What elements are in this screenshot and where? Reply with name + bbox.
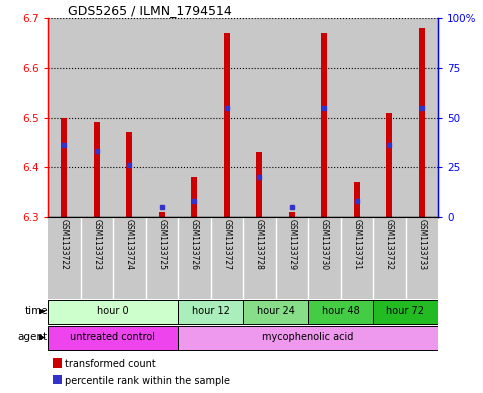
Bar [308, 300, 373, 324]
Bar [341, 18, 373, 217]
Bar [81, 217, 113, 299]
Bar [113, 18, 145, 217]
Bar [178, 18, 211, 217]
Text: GSM1133730: GSM1133730 [320, 219, 329, 271]
Bar [243, 217, 275, 299]
Bar [406, 217, 438, 299]
Bar [178, 326, 438, 350]
Bar [275, 18, 308, 217]
Text: GSM1133724: GSM1133724 [125, 219, 134, 270]
Bar [243, 18, 275, 217]
Bar [113, 217, 145, 299]
Bar [145, 18, 178, 217]
Bar [308, 217, 341, 299]
Bar [256, 152, 262, 217]
Bar [373, 217, 406, 299]
Bar [81, 18, 113, 217]
Text: GSM1133726: GSM1133726 [190, 219, 199, 270]
Text: hour 24: hour 24 [256, 307, 295, 316]
Text: GSM1133727: GSM1133727 [222, 219, 231, 270]
Text: mycophenolic acid: mycophenolic acid [262, 332, 354, 342]
Bar [354, 182, 360, 217]
Bar [127, 132, 132, 217]
Text: GDS5265 / ILMN_1794514: GDS5265 / ILMN_1794514 [68, 4, 231, 17]
Bar [211, 217, 243, 299]
Text: GSM1133722: GSM1133722 [60, 219, 69, 270]
Bar [48, 18, 81, 217]
Bar [321, 33, 327, 217]
Text: hour 72: hour 72 [386, 307, 425, 316]
Bar [211, 18, 243, 217]
Bar [275, 217, 308, 299]
Bar [61, 118, 67, 217]
Bar [308, 18, 341, 217]
Text: agent: agent [18, 332, 48, 342]
Bar [48, 300, 178, 324]
Text: time: time [24, 307, 48, 316]
Text: hour 12: hour 12 [192, 307, 229, 316]
Bar [191, 177, 197, 217]
Bar [159, 212, 165, 217]
Bar [48, 217, 81, 299]
Bar [386, 112, 392, 217]
Text: GSM1133725: GSM1133725 [157, 219, 166, 270]
Text: GSM1133729: GSM1133729 [287, 219, 296, 270]
Bar [341, 217, 373, 299]
Bar [48, 326, 178, 350]
Bar [243, 300, 308, 324]
Bar [373, 300, 438, 324]
Bar [419, 28, 425, 217]
Text: untreated control: untreated control [71, 332, 156, 342]
Bar [406, 18, 438, 217]
Bar [289, 212, 295, 217]
Text: GSM1133731: GSM1133731 [352, 219, 361, 270]
Text: transformed count: transformed count [65, 359, 156, 369]
Text: hour 48: hour 48 [322, 307, 359, 316]
Text: GSM1133733: GSM1133733 [417, 219, 426, 271]
Bar [373, 18, 406, 217]
Text: GSM1133732: GSM1133732 [385, 219, 394, 270]
Bar [178, 217, 211, 299]
Text: GSM1133728: GSM1133728 [255, 219, 264, 270]
Bar [224, 33, 230, 217]
Text: percentile rank within the sample: percentile rank within the sample [65, 376, 230, 386]
Bar [178, 300, 243, 324]
Text: GSM1133723: GSM1133723 [92, 219, 101, 270]
Bar [145, 217, 178, 299]
Bar [94, 123, 99, 217]
Text: hour 0: hour 0 [97, 307, 129, 316]
